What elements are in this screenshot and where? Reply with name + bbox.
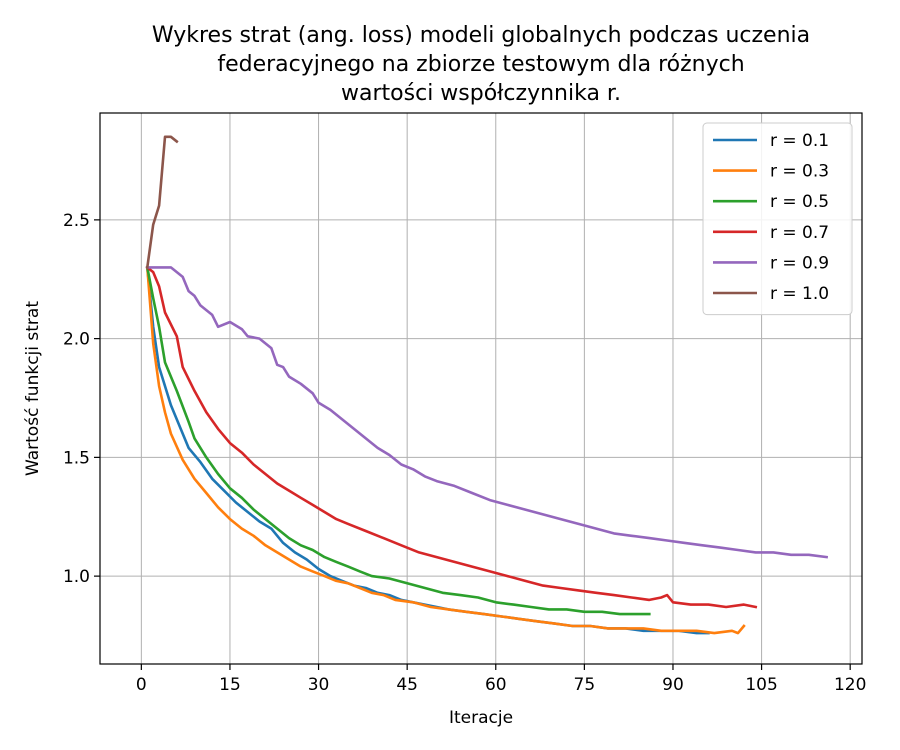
legend-label-2: r = 0.5 — [770, 192, 829, 212]
chart-title-line: Wykres strat (ang. loss) modeli globalny… — [152, 23, 810, 48]
legend-label-4: r = 0.9 — [770, 253, 829, 273]
x-tick-label: 75 — [574, 675, 596, 695]
series-line-3 — [145, 265, 758, 609]
y-tick-label: 2.5 — [63, 211, 90, 231]
legend-label-1: r = 0.3 — [770, 162, 829, 182]
legend-label-3: r = 0.7 — [770, 223, 829, 243]
series-line-5 — [145, 135, 179, 269]
x-tick-label: 0 — [136, 675, 147, 695]
x-tick-label: 90 — [662, 675, 684, 695]
x-tick-label: 105 — [745, 675, 777, 695]
y-axis-ticks: 1.0 1.5 2.0 2.5 — [63, 211, 100, 587]
series-line-2 — [145, 265, 651, 616]
y-axis-label: Wartość funkcji strat — [23, 301, 43, 476]
x-axis-ticks: 0 15 30 45 60 75 90 105 120 — [136, 664, 866, 695]
y-tick-label: 2.0 — [63, 330, 90, 350]
x-tick-label: 15 — [219, 675, 241, 695]
plot-frame — [99, 112, 863, 665]
series-lines — [145, 135, 829, 635]
chart-title: Wykres strat (ang. loss) modeli globalny… — [152, 23, 810, 106]
series-line-1 — [145, 266, 746, 635]
y-tick-label: 1.5 — [63, 448, 90, 468]
legend: r = 0.1 r = 0.3 r = 0.5 r = 0.7 r = 0.9 r = 1… — [702, 122, 853, 316]
x-tick-label: 45 — [396, 675, 418, 695]
x-tick-label: 60 — [485, 675, 507, 695]
y-tick-label: 1.0 — [63, 567, 90, 587]
x-axis-label: Iteracje — [449, 708, 513, 728]
chart-title-line: federacyjnego na zbiorze testowym dla ró… — [217, 52, 744, 77]
series-line-4 — [146, 266, 829, 559]
x-tick-label: 120 — [834, 675, 866, 695]
chart-title-line: wartości współczynnika r. — [341, 81, 621, 106]
legend-label-0: r = 0.1 — [770, 131, 829, 151]
x-tick-label: 30 — [308, 675, 330, 695]
legend-label-5: r = 1.0 — [770, 284, 829, 304]
